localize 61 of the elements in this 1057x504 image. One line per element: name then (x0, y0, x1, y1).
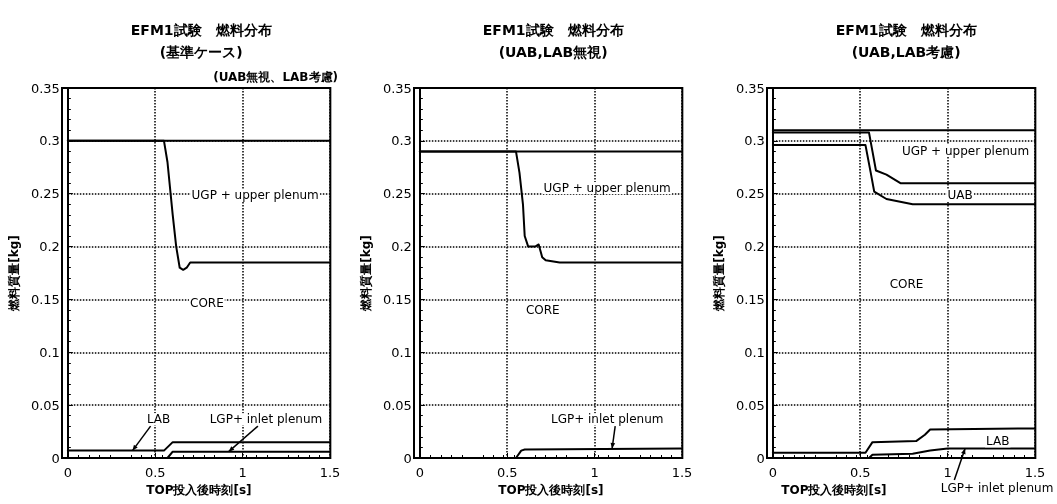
annotation: LGP+ inlet plenum (209, 412, 323, 427)
y-tick-label: 0 (51, 450, 60, 466)
y-tick-label: 0.1 (39, 344, 60, 360)
text: (UAB無視、LAB考慮) (213, 70, 338, 84)
y-tick-label: 0.3 (391, 133, 413, 149)
x-tick-label: 1.5 (319, 465, 341, 480)
annotation: UAB (947, 188, 973, 203)
annotation: LGP+ inlet plenum (551, 412, 664, 427)
chart-subtitle: (UAB,LAB無視) (498, 44, 608, 60)
x-axis-title: TOP投入後時刻[s] (146, 483, 252, 497)
y-tick-label: 0.35 (735, 80, 765, 96)
y-tick-label: 0.05 (30, 397, 60, 413)
x-tick-label: 0 (63, 465, 72, 480)
y-tick-label: 0.35 (30, 80, 60, 96)
y-tick-label: 0.2 (39, 239, 60, 255)
y-tick-label: 0.1 (743, 344, 765, 360)
x-tick-label: 0 (416, 465, 425, 480)
annotation: UGP + upper plenum (543, 180, 672, 195)
y-tick-label: 0.15 (735, 291, 765, 307)
y-tick-label: 0.15 (30, 291, 60, 307)
x-tick-label: 1 (943, 465, 952, 480)
annotation: LAB (146, 412, 171, 427)
chart-subtitle: (UAB,LAB考慮) (851, 44, 961, 60)
y-tick-label: 0.25 (383, 186, 413, 202)
annotation: LGP+ inlet plenum (940, 481, 1053, 495)
x-tick-label: 0.5 (497, 465, 518, 480)
x-axis-title: TOP投入後時刻[s] (780, 483, 887, 497)
annotation: CORE (526, 303, 560, 317)
y-tick-label: 0.2 (391, 239, 413, 255)
x-axis-title: TOP投入後時刻[s] (498, 483, 604, 497)
y-tick-label: 0 (756, 450, 765, 466)
annotation: CORE (889, 277, 924, 292)
y-tick-label: 0.3 (39, 133, 60, 149)
y-axis-title: 燃料質量[kg] (711, 235, 726, 312)
x-tick-label: 1.5 (1024, 465, 1045, 480)
x-tick-label: 0.5 (849, 465, 871, 480)
y-axis-title: 燃料質量[kg] (7, 235, 21, 312)
y-tick-label: 0 (403, 450, 413, 466)
annotation: CORE (190, 295, 224, 310)
x-tick-label: 0.5 (144, 465, 166, 480)
annotation: LAB (985, 434, 1010, 449)
y-tick-label: 0.25 (30, 186, 60, 202)
y-tick-label: 0.1 (391, 344, 413, 360)
x-tick-label: 0 (768, 465, 777, 480)
y-tick-label: 0.2 (743, 239, 765, 255)
chart-title: EFM1試験 燃料分布 (483, 22, 624, 38)
y-axis-title: 燃料質量[kg] (359, 235, 374, 312)
y-tick-label: 0.15 (383, 291, 413, 307)
chart-subtitle: (基準ケース) (159, 44, 243, 60)
chart-title: EFM1試験 燃料分布 (130, 22, 272, 38)
annotation: UGP + upper plenum (901, 143, 1029, 158)
y-tick-label: 0.3 (743, 133, 765, 149)
y-tick-label: 0.05 (735, 397, 765, 413)
x-tick-label: 1 (590, 465, 600, 480)
y-tick-label: 0.05 (383, 397, 413, 413)
x-tick-label: 1 (238, 465, 247, 480)
y-tick-label: 0.25 (735, 186, 765, 202)
y-tick-label: 0.35 (383, 80, 413, 96)
chart-title: EFM1試験 燃料分布 (835, 22, 977, 38)
annotation: UGP + upper plenum (191, 188, 319, 203)
x-tick-label: 1.5 (671, 465, 693, 480)
